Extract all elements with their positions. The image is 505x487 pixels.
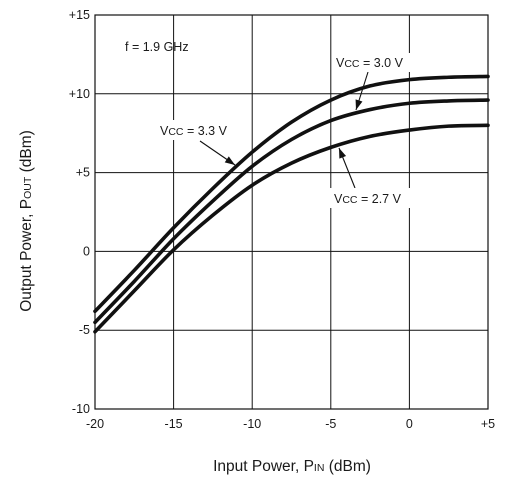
y-tick-label: +10 (69, 87, 90, 101)
x-tick-label: -15 (165, 417, 183, 431)
y-tick-label: -10 (72, 402, 90, 416)
y-tick-label: +5 (76, 166, 90, 180)
x-axis-title: Input Power, PIN (dBm) (213, 458, 371, 475)
x-tick-label: +5 (481, 417, 495, 431)
grid-lines (95, 15, 488, 409)
tick-labels: -20 -15 -10 -5 0 +5 -10 -5 0 +5 +10 +15 (69, 8, 495, 431)
series-label-2v7: VCC = 2.7 V (334, 192, 402, 206)
y-axis-title: Output Power, POUT (dBm) (18, 130, 35, 312)
x-tick-label: 0 (406, 417, 413, 431)
leader-arrow-3v0-head (355, 99, 363, 110)
series-curve-2v7 (93, 123, 490, 334)
series-label-3v0-background (332, 53, 414, 72)
series-label-2v7-background (330, 188, 422, 208)
x-tick-label: -10 (243, 417, 261, 431)
y-tick-label: -5 (79, 323, 90, 337)
series-label-arrows (199, 71, 369, 189)
series-curves (93, 74, 490, 334)
x-tick-label: -5 (325, 417, 336, 431)
series-curve-3v0 (93, 98, 490, 325)
leader-arrow-2v7-head (339, 148, 347, 159)
plot-frame (94, 14, 489, 410)
y-tick-label: +15 (69, 8, 90, 22)
x-tick-label: -20 (86, 417, 104, 431)
series-label-3v3-background (156, 120, 248, 140)
y-tick-label: 0 (83, 244, 90, 258)
leader-arrow-3v3-head (224, 156, 235, 165)
series-label-3v0: VCC = 3.0 V (336, 56, 404, 70)
series-labels: VCC = 3.3 V VCC = 3.0 V VCC = 2.7 V (156, 53, 422, 208)
series-curve-3v3 (93, 74, 490, 314)
frequency-annotation: f = 1.9 GHz (125, 40, 189, 54)
series-label-3v3: VCC = 3.3 V (160, 124, 228, 138)
